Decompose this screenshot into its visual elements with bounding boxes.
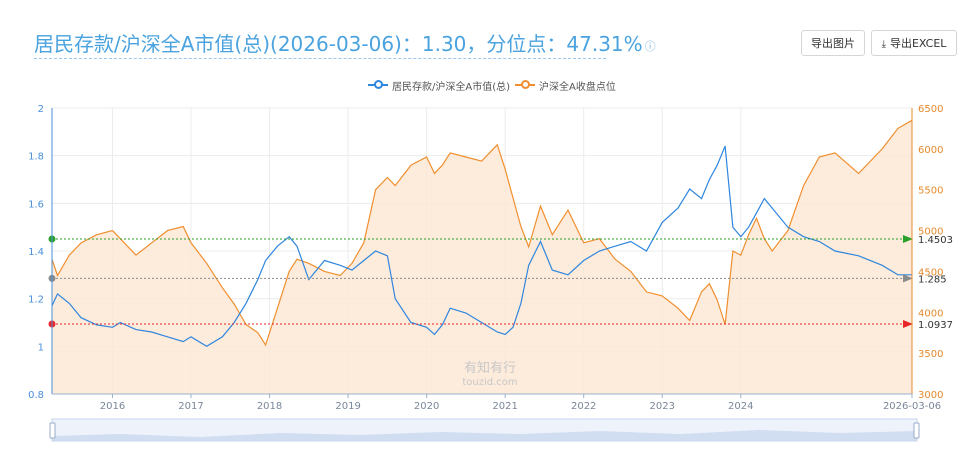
y-right-tick-label: 3000: [918, 390, 943, 401]
ref-label-low: 1.0937: [918, 320, 953, 331]
y-left-tick-label: 1.2: [28, 295, 44, 306]
page-title: 居民存款/沪深全A市值(总)(2026-03-06)：1.30，分位点：47.3…: [34, 28, 656, 57]
legend-marker-index: [521, 80, 530, 89]
index-area-layer: [52, 120, 912, 395]
watermark-line1: 有知有行: [464, 360, 516, 376]
y-left-tick-label: 1: [38, 342, 44, 353]
y-right-tick-label: 5500: [918, 186, 943, 197]
legend-marker-ratio: [374, 80, 383, 89]
axes-layer: 0.8 1 1.2 1.4 1.6 1.8 2 3000 3500 4000 4500 5000 550…: [28, 104, 943, 412]
series-area-index: [52, 120, 912, 395]
x-tick-label: 2017: [178, 401, 203, 412]
download-icon: ⤓: [881, 39, 886, 50]
export-excel-label: 导出EXCEL: [889, 37, 947, 50]
x-tick-label: 2019: [335, 401, 360, 412]
x-tick-label: 2023: [650, 401, 675, 412]
ref-arrow-mid: [903, 274, 913, 283]
slider-mini-series: [52, 430, 917, 441]
x-tick-label: 2018: [257, 401, 282, 412]
x-tick-label: 2016: [100, 401, 125, 412]
x-tick-label: 2020: [414, 401, 439, 412]
legend-ratio[interactable]: 居民存款/沪深全A市值(总): [392, 82, 511, 93]
export-excel-button[interactable]: ⤓ 导出EXCEL: [871, 30, 957, 56]
ref-arrow-high: [903, 235, 913, 244]
watermark: 有知有行 touzid.com: [462, 360, 517, 388]
export-image-button[interactable]: 导出图片: [801, 30, 865, 56]
x-tick-label: 2026-03-06: [883, 401, 941, 412]
x-tick-label: 2022: [571, 401, 596, 412]
question-circle-icon[interactable]: ⓘ: [644, 39, 656, 53]
y-left-tick-label: 1.4: [28, 247, 44, 258]
y-right-tick-label: 4500: [918, 267, 943, 278]
x-tick-label: 2021: [492, 401, 517, 412]
series-line-ratio: [51, 145, 912, 348]
x-tick-label: 2024: [728, 401, 753, 412]
watermark-line2: touzid.com: [462, 377, 517, 388]
ref-arrow-low: [903, 320, 913, 329]
series-line-index: [51, 119, 913, 347]
legend-index[interactable]: 沪深全A收盘点位: [539, 82, 616, 93]
slider-handle-right[interactable]: [913, 422, 920, 439]
y-left-tick-label: 2: [38, 104, 44, 115]
y-right-tick-label: 6000: [918, 145, 943, 156]
y-left-tick-label: 1.8: [28, 152, 44, 163]
ref-label-mid: 1.285: [918, 274, 947, 285]
y-right-tick-label: 5000: [918, 227, 943, 238]
series-lines-layer: [51, 119, 913, 348]
y-right-tick-label: 3500: [918, 349, 943, 360]
chart-legend: 居民存款/沪深全A市值(总) 沪深全A收盘点位: [0, 78, 972, 93]
y-right-tick-label: 6500: [918, 104, 943, 115]
slider-handle-left[interactable]: [49, 422, 56, 439]
y-right-tick-label: 4000: [918, 308, 943, 319]
ref-label-high: 1.4503: [918, 235, 953, 246]
range-slider: [49, 418, 920, 442]
y-left-tick-label: 1.6: [28, 199, 44, 210]
title-text: 居民存款/沪深全A市值(总)(2026-03-06)：1.30，分位点：47.3…: [34, 32, 643, 56]
title-underline: [34, 58, 606, 59]
reference-lines-layer: 1.4503 1.285 1.0937: [48, 235, 953, 331]
y-left-tick-label: 0.8: [28, 390, 44, 401]
